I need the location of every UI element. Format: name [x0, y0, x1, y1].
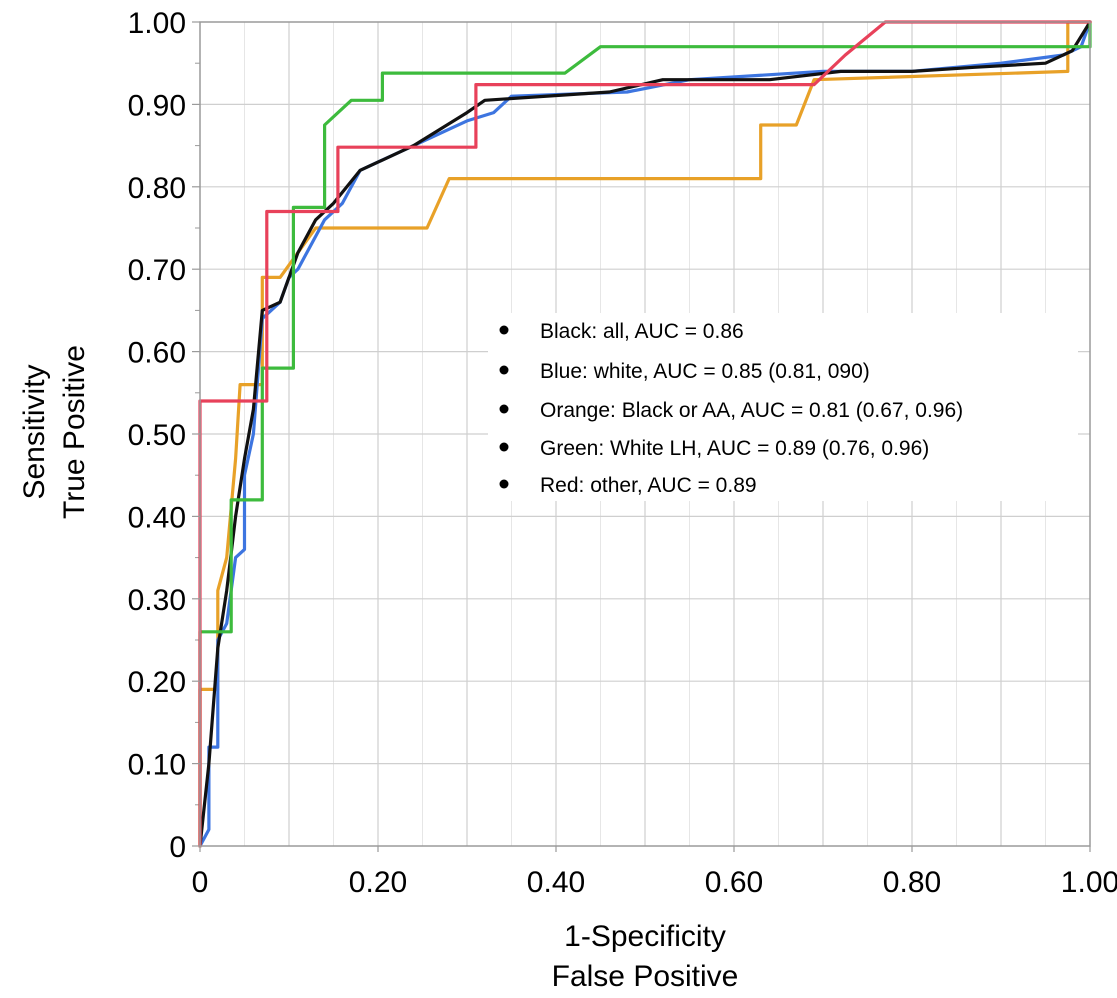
y-tick-label: 0.90	[128, 89, 186, 122]
legend-item: Black: all, AUC = 0.86	[540, 320, 744, 343]
x-tick-labels: 0 0.20 0.40 0.60 0.80 1.00	[192, 846, 1117, 899]
x-tick-label: 0	[192, 866, 209, 899]
y-tick-label: 1.00	[128, 7, 186, 40]
legend: Black: all, AUC = 0.86 Blue: white, AUC …	[488, 313, 1078, 501]
y-tick-labels: 0 0.10 0.20 0.30 0.40 0.50 0.60 0.70 0.80 0.90 1.0…	[128, 7, 200, 864]
y-tick-label: 0.40	[128, 501, 186, 534]
y-tick-label: 0.30	[128, 584, 186, 617]
x-axis-title-line-1: 1-Specificity	[564, 920, 726, 953]
legend-bullet	[499, 325, 509, 335]
legend-item: Orange: Black or AA, AUC = 0.81 (0.67, 0…	[540, 399, 963, 422]
legend-background	[488, 313, 1078, 501]
legend-bullet	[499, 479, 509, 489]
legend-item: Green: White LH, AUC = 0.89 (0.76, 0.96)	[540, 437, 929, 460]
x-axis-title-line-2: False Positive	[552, 960, 739, 993]
series-layer	[198, 20, 1092, 848]
legend-bullet	[499, 365, 509, 375]
roc-curve	[198, 20, 1092, 848]
x-tick-label: 0.80	[883, 866, 941, 899]
y-tick-label: 0.10	[128, 749, 186, 782]
x-tick-label: 0.40	[527, 866, 585, 899]
y-axis-title-line-1: Sensitivity	[18, 364, 51, 499]
y-tick-label: 0.50	[128, 419, 186, 452]
roc-curve	[198, 20, 1092, 848]
y-axis-title-line-2: True Positive	[58, 345, 91, 519]
x-tick-label: 0.60	[705, 866, 763, 899]
roc-curve	[198, 20, 1092, 848]
y-tick-label: 0.60	[128, 337, 186, 370]
y-tick-label: 0.80	[128, 172, 186, 205]
x-tick-label: 0.20	[349, 866, 407, 899]
y-tick-label: 0.20	[128, 666, 186, 699]
x-tick-label: 1.00	[1061, 866, 1117, 899]
legend-item: Blue: white, AUC = 0.85 (0.81, 090)	[540, 360, 870, 383]
legend-item: Red: other, AUC = 0.89	[540, 474, 757, 497]
legend-bullet	[499, 442, 509, 452]
y-tick-label: 0	[169, 831, 186, 864]
roc-curve	[198, 20, 1092, 848]
y-tick-label: 0.70	[128, 254, 186, 287]
legend-bullet	[499, 404, 509, 414]
